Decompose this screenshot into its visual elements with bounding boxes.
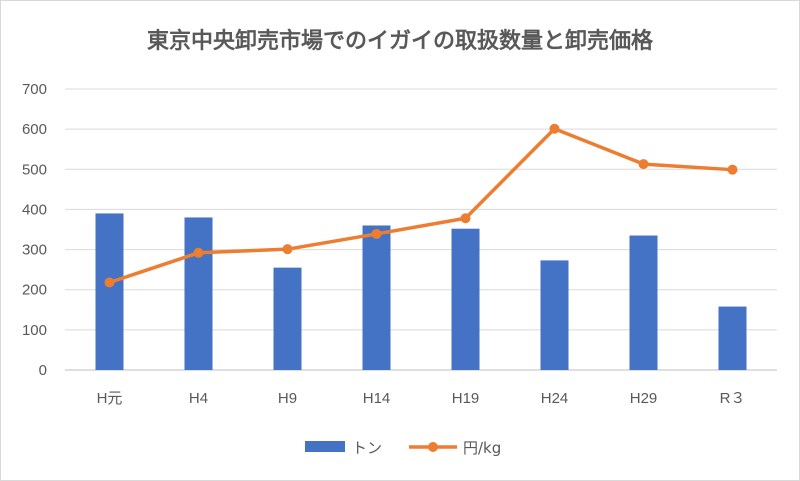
y-tick-label: 500: [22, 161, 47, 178]
bar: [273, 267, 302, 370]
line-point: [549, 123, 560, 134]
line-point: [371, 228, 382, 239]
line-point: [460, 213, 471, 224]
line-point: [727, 164, 738, 175]
bar: [451, 228, 480, 370]
y-tick-label: 400: [22, 201, 47, 218]
bar: [362, 225, 391, 370]
gridlines: [65, 88, 777, 371]
line-point: [193, 247, 204, 258]
bar: [629, 235, 658, 370]
y-tick-label: 300: [22, 242, 47, 259]
bar: [95, 213, 124, 370]
x-tick-label: H9: [278, 390, 297, 407]
y-axis-ticks: 0 100 200 300 400 500 600 700: [22, 81, 47, 379]
x-tick-label: H14: [363, 390, 391, 407]
legend-bar-swatch: [305, 441, 345, 452]
x-tick-label: H29: [630, 390, 658, 407]
y-tick-label: 700: [22, 81, 47, 98]
x-tick-label: H4: [189, 390, 208, 407]
chart-title: 東京中央卸売市場でのイガイの取扱数量と卸売価格: [147, 28, 654, 54]
x-tick-label: H24: [541, 390, 569, 407]
line-path: [108, 126, 733, 285]
x-tick-label: H19: [452, 390, 480, 407]
line-point: [104, 277, 115, 288]
legend-line-marker: [428, 442, 438, 452]
y-tick-label: 600: [22, 121, 47, 138]
x-tick-label: H元: [97, 390, 123, 407]
bar: [540, 260, 569, 370]
legend-bar-label: トン: [352, 439, 382, 457]
line-point: [638, 159, 649, 170]
x-tick-label: R３: [720, 390, 746, 407]
line-point: [282, 244, 293, 255]
x-axis-ticks: H元 H4 H9 H14 H19 H24 H29 R３: [97, 390, 746, 407]
line-series: [104, 123, 738, 288]
legend-line-label: 円/kg: [463, 439, 501, 457]
y-tick-label: 0: [39, 362, 47, 379]
legend: トン 円/kg: [305, 439, 501, 457]
bar: [718, 306, 747, 370]
bar: [184, 217, 213, 370]
y-tick-label: 100: [22, 322, 47, 339]
y-tick-label: 200: [22, 282, 47, 299]
bar-series: [95, 213, 747, 370]
